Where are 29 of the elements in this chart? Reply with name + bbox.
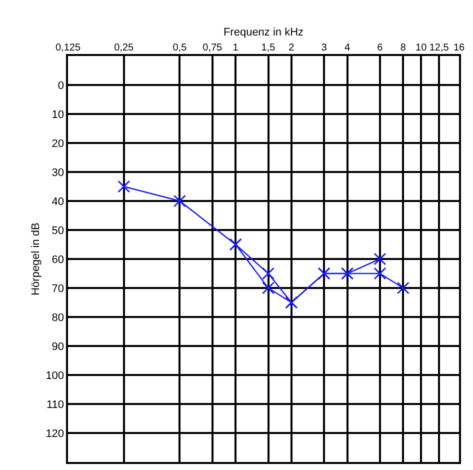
y-tick-label: 90	[52, 340, 64, 353]
y-axis-title: Hörpegel in dB	[30, 222, 42, 296]
x-axis-title: Frequenz in kHz	[223, 26, 304, 38]
x-tick-label: 12,5	[429, 42, 450, 54]
x-tick-label: 3	[321, 42, 328, 54]
y-tick-label: 0	[58, 80, 64, 92]
x-tick-label: 6	[377, 42, 384, 54]
y-tick-label: 60	[52, 254, 64, 266]
x-tick-label: 0,5	[172, 42, 188, 54]
x-tick-label: 1	[232, 42, 239, 54]
y-tick-label: 120	[46, 428, 64, 440]
y-tick-label: 20	[52, 138, 64, 150]
y-tick-label: 80	[52, 312, 64, 324]
x-tick-label: 16	[453, 42, 465, 54]
y-tick-label: 100	[46, 370, 64, 382]
y-tick-label: 50	[52, 224, 64, 237]
x-tick-label: 0,75	[202, 42, 223, 54]
y-tick-label: 10	[52, 108, 64, 121]
y-tick-label: 70	[52, 282, 64, 295]
x-tick-label: 8	[400, 42, 406, 54]
x-tick-label: 0,125	[55, 42, 81, 54]
y-tick-label: 30	[52, 166, 64, 179]
y-tick-label: 110	[46, 398, 64, 411]
x-tick-label: 1,5	[261, 42, 276, 54]
x-tick-label: 0,25	[114, 42, 134, 54]
x-tick-label: 2	[288, 42, 295, 54]
x-tick-label: 4	[344, 42, 351, 54]
x-tick-label: 10	[416, 42, 428, 54]
y-tick-label: 40	[52, 196, 64, 208]
